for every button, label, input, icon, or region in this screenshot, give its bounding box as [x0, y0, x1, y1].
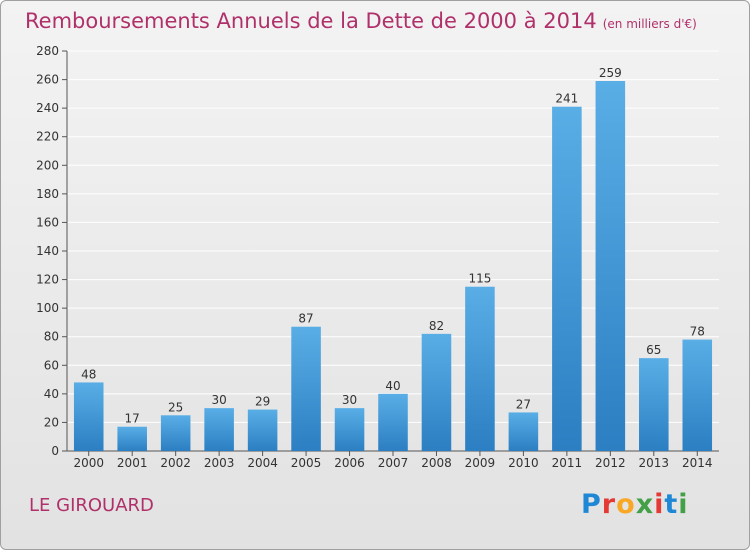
- x-tick-label: 2010: [508, 456, 539, 470]
- bar-value-label: 259: [599, 66, 622, 80]
- x-tick-label: 2000: [73, 456, 104, 470]
- x-tick-label: 2008: [421, 456, 452, 470]
- bar: [378, 393, 408, 451]
- proxiti-logo: Proxiti: [581, 489, 689, 520]
- bar: [291, 326, 321, 451]
- x-tick-label: 2001: [117, 456, 148, 470]
- bar-value-label: 30: [342, 393, 357, 407]
- x-tick-label: 2014: [682, 456, 713, 470]
- logo-letter: i: [678, 489, 689, 520]
- bar-value-label: 25: [168, 400, 183, 414]
- bar: [465, 286, 495, 451]
- bar-value-label: 65: [646, 343, 661, 357]
- x-tick-label: 2006: [334, 456, 365, 470]
- logo-letter: i: [654, 489, 665, 520]
- x-tick-label: 2005: [291, 456, 322, 470]
- bar: [552, 106, 582, 451]
- y-tick-label: 260: [36, 73, 59, 87]
- x-tick-label: 2003: [204, 456, 235, 470]
- y-tick-label: 280: [36, 44, 59, 58]
- y-tick-label: 100: [36, 301, 59, 315]
- chart-unit: (en milliers d'€): [602, 17, 697, 31]
- bar: [334, 408, 365, 451]
- bar-value-label: 241: [555, 92, 578, 106]
- y-tick-label: 60: [44, 358, 59, 372]
- logo-letter: o: [616, 489, 636, 520]
- x-tick-label: 2004: [247, 456, 278, 470]
- y-tick-label: 220: [36, 130, 59, 144]
- bar-value-label: 29: [255, 395, 270, 409]
- bar: [247, 409, 278, 451]
- x-tick-label: 2007: [378, 456, 409, 470]
- x-axis-ticks: 2000 2001 2002 2003 2004 2005 2006 2007 2008 2009…: [73, 451, 713, 470]
- x-tick-label: 2012: [595, 456, 626, 470]
- bar-value-label: 27: [516, 397, 531, 411]
- chart-title-text: Remboursements Annuels de la Dette de 20…: [25, 9, 597, 33]
- y-tick-label: 120: [36, 273, 59, 287]
- y-tick-label: 240: [36, 101, 59, 115]
- bar: [204, 408, 234, 451]
- x-tick-label: 2009: [465, 456, 496, 470]
- logo-letter: r: [601, 489, 617, 520]
- x-tick-label: 2002: [160, 456, 191, 470]
- bar: [682, 339, 713, 451]
- bar-value-label: 87: [298, 312, 313, 326]
- logo-letter: P: [581, 489, 602, 520]
- x-tick-label: 2011: [552, 456, 583, 470]
- bar-value-label: 82: [429, 319, 444, 333]
- y-tick-label: 80: [44, 330, 59, 344]
- bar: [508, 412, 539, 451]
- bar: [73, 382, 104, 451]
- y-axis-ticks: 0 20 40 60 80 100 120 140 160 180 200 220 240 260 280: [36, 44, 59, 458]
- y-tick-label: 200: [36, 158, 59, 172]
- bar-value-label: 17: [125, 412, 140, 426]
- y-tick-label: 160: [36, 215, 59, 229]
- bar: [117, 426, 147, 451]
- logo-letter: t: [664, 489, 679, 520]
- y-tick-label: 20: [44, 415, 59, 429]
- bar-value-label: 30: [211, 393, 226, 407]
- bar-value-label: 40: [385, 379, 400, 393]
- bar: [160, 415, 191, 451]
- chart-title: Remboursements Annuels de la Dette de 20…: [25, 9, 697, 33]
- bars: 48 17 25 30 29 87 30 40 82 115 27 241 259 65 78: [73, 66, 713, 451]
- logo-letter: x: [635, 489, 655, 520]
- y-tick-label: 40: [44, 387, 59, 401]
- commune-name: LE GIROUARD: [29, 495, 154, 516]
- bar-value-label: 48: [81, 367, 96, 381]
- y-tick-label: 140: [36, 244, 59, 258]
- y-tick-label: 0: [51, 444, 59, 458]
- x-tick-label: 2013: [639, 456, 670, 470]
- y-tick-label: 180: [36, 187, 59, 201]
- bar: [595, 81, 626, 451]
- bar: [639, 358, 669, 451]
- bar: [421, 333, 452, 451]
- bar-value-label: 78: [690, 325, 705, 339]
- bar-value-label: 115: [468, 272, 491, 286]
